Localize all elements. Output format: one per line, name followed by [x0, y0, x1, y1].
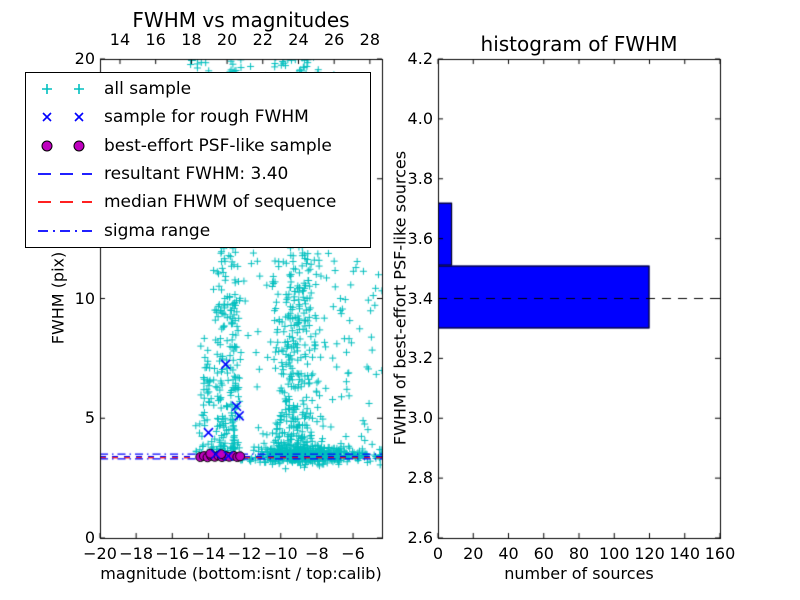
tick-label: −18	[119, 544, 154, 563]
legend-label: resultant FWHM: 3.40	[104, 164, 289, 185]
tick-label: 3.8	[407, 168, 433, 188]
tick-label: 60	[533, 544, 554, 563]
tick-label: 4.2	[407, 49, 433, 68]
legend-row: sigma range	[34, 217, 370, 244]
right-plot-xlabel: number of sources	[504, 564, 654, 583]
legend-label: best-effort PSF-like sample	[104, 135, 332, 156]
tick-label: 4.0	[407, 108, 433, 128]
tick-label: 0	[432, 544, 444, 563]
tick-label: 160	[704, 544, 736, 563]
tick-label: 20	[463, 544, 484, 563]
tick-label: −10	[263, 544, 298, 563]
left-plot-xlabel: magnitude (bottom:isnt / top:calib)	[100, 564, 382, 583]
tick-label: 20	[216, 30, 238, 49]
legend-row: best-effort PSF-like sample	[34, 132, 370, 159]
legend-row: sample for rough FWHM	[34, 104, 370, 131]
tick-label: 5	[84, 408, 95, 428]
tick-label: 140	[669, 544, 701, 563]
tick-label: 100	[598, 544, 630, 563]
tick-label: 40	[498, 544, 519, 563]
legend-marker-plus-icon	[42, 84, 84, 95]
legend-marker-dashed-red-icon	[38, 201, 92, 204]
tick-label: −16	[155, 544, 190, 563]
tick-label: 20	[74, 49, 95, 68]
tick-label: 28	[359, 30, 381, 49]
tick-label: 18	[181, 30, 202, 49]
tick-label: 120	[634, 544, 665, 563]
tick-label: −14	[191, 544, 226, 563]
tick-label: 3.2	[407, 348, 433, 368]
tick-label: 80	[568, 544, 590, 563]
right-plot-title: histogram of FWHM	[480, 32, 678, 56]
legend-marker-x-icon	[42, 112, 84, 123]
tick-label: −6	[341, 544, 365, 563]
legend-label: median FHWM of sequence	[104, 192, 337, 213]
tick-label: 3.4	[407, 288, 433, 308]
tick-label: −8	[305, 544, 329, 563]
tick-label: 22	[252, 30, 273, 49]
legend: all sample sample for rough FWHM best-ef…	[25, 72, 371, 248]
legend-row: all sample	[34, 76, 370, 103]
tick-label: 2.8	[407, 468, 433, 488]
tick-label: 10	[74, 288, 95, 308]
legend-marker-dashdot-icon	[38, 229, 92, 232]
legend-row: median FHWM of sequence	[34, 189, 370, 216]
tick-label: −20	[83, 544, 117, 563]
tick-label: 14	[109, 30, 131, 49]
left-plot-title: FWHM vs magnitudes	[132, 8, 350, 32]
legend-marker-dashed-blue-icon	[38, 173, 92, 176]
tick-label: 16	[145, 30, 166, 49]
tick-label: 2.6	[407, 528, 433, 547]
tick-label: 3.0	[407, 408, 433, 428]
legend-label: sigma range	[104, 220, 211, 241]
tick-label: 0	[84, 528, 95, 547]
tick-label: 3.6	[407, 228, 433, 248]
legend-label: all sample	[104, 79, 192, 100]
legend-label: sample for rough FWHM	[104, 107, 309, 128]
legend-marker-circle-icon	[41, 140, 85, 152]
tick-label: 26	[323, 30, 345, 49]
tick-label: 24	[288, 30, 309, 49]
tick-label: −12	[227, 544, 262, 563]
legend-row: resultant FWHM: 3.40	[34, 161, 370, 188]
